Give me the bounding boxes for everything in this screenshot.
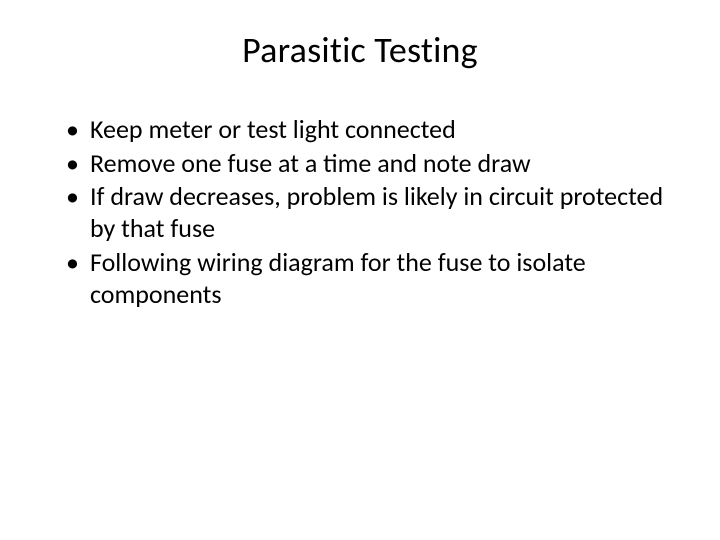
bullet-item: Following wiring diagram for the fuse to… — [66, 247, 672, 310]
bullet-item: If draw decreases, problem is likely in … — [66, 181, 672, 244]
bullet-list: Keep meter or test light connected Remov… — [48, 114, 672, 310]
slide: Parasitic Testing Keep meter or test lig… — [0, 0, 720, 540]
bullet-item: Keep meter or test light connected — [66, 114, 672, 146]
slide-title: Parasitic Testing — [48, 28, 672, 72]
bullet-item: Remove one fuse at a time and note draw — [66, 148, 672, 180]
